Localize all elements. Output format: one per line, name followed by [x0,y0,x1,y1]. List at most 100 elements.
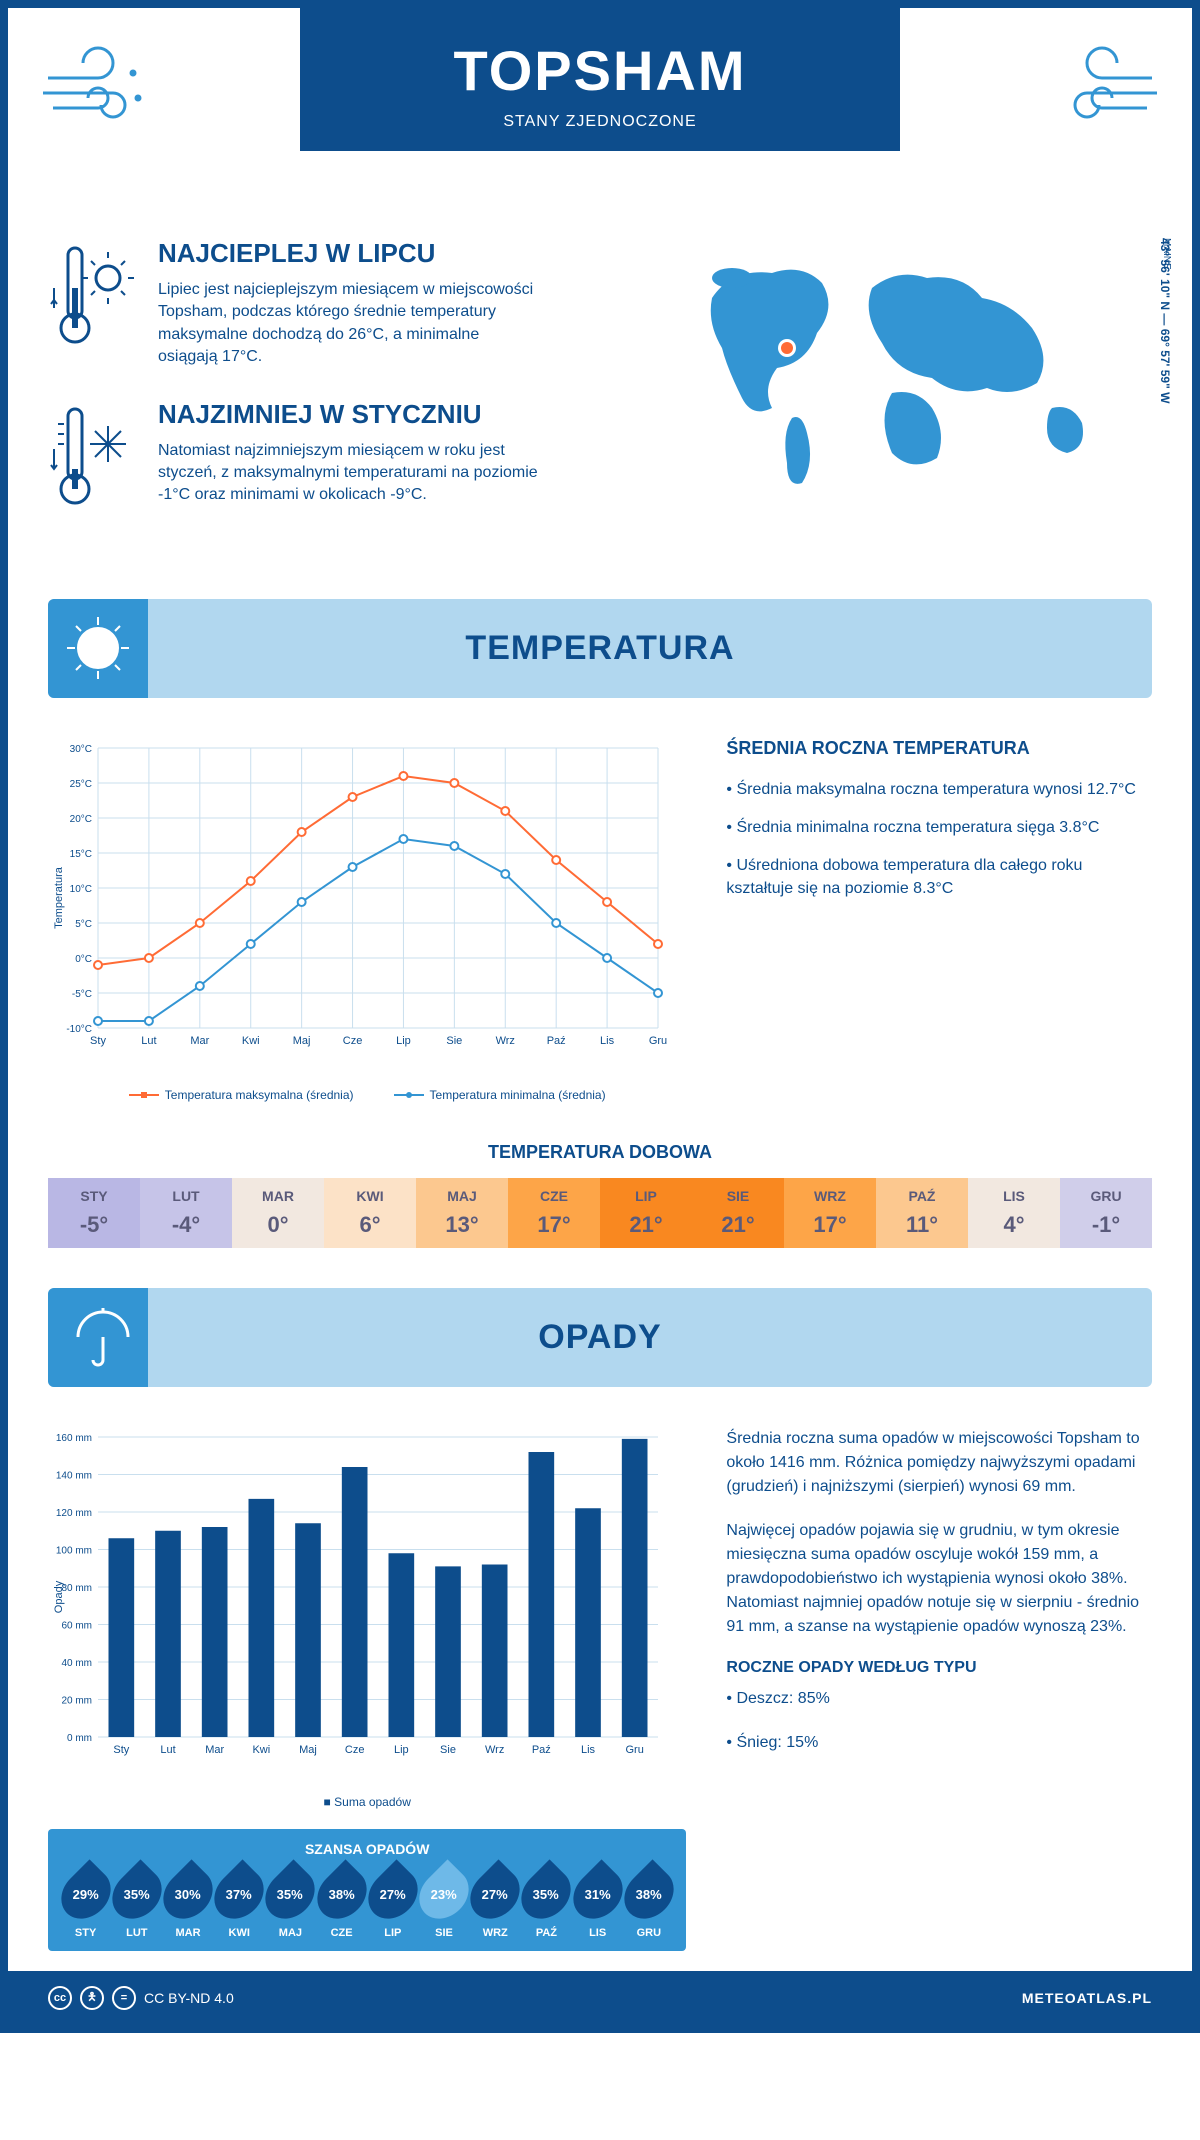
daily-temp-cell: STY-5° [48,1178,140,1248]
svg-text:Lip: Lip [396,1035,411,1047]
chance-drop: 35%PAŹ [521,1867,572,1939]
svg-text:20°C: 20°C [70,814,92,825]
chance-drop: 35%LUT [111,1867,162,1939]
umbrella-icon [48,1288,148,1387]
daily-temp-cell: PAŹ11° [876,1178,968,1248]
svg-text:Lis: Lis [600,1035,615,1047]
precipitation-header: OPADY [48,1288,1152,1387]
chance-title: SZANSA OPADÓW [60,1841,674,1857]
avg-temp-title: ŚREDNIA ROCZNA TEMPERATURA [726,738,1152,759]
svg-text:60 mm: 60 mm [61,1620,92,1631]
by-type-snow: • Śnieg: 15% [726,1731,1152,1755]
svg-text:Opady: Opady [53,1580,65,1613]
hot-block: NAJCIEPLEJ W LIPCU Lipiec jest najcieple… [48,238,632,369]
legend-min: Temperatura minimalna (średnia) [430,1088,606,1102]
svg-text:Sty: Sty [90,1035,106,1047]
avg-temp-p3: • Uśredniona dobowa temperatura dla całe… [726,855,1152,900]
cold-block: NAJZIMNIEJ W STYCZNIU Natomiast najzimni… [48,399,632,519]
svg-text:160 mm: 160 mm [56,1433,92,1444]
site-name: METEOATLAS.PL [1022,1990,1152,2006]
precip-p1: Średnia roczna suma opadów w miejscowośc… [726,1427,1152,1499]
svg-text:5°C: 5°C [75,919,92,930]
daily-temp-cell: WRZ17° [784,1178,876,1248]
temp-chart-legend: Temperatura maksymalna (średnia) Tempera… [48,1088,686,1102]
svg-text:Wrz: Wrz [485,1744,504,1756]
daily-temp-cell: LUT-4° [140,1178,232,1248]
svg-text:Lip: Lip [394,1744,409,1756]
svg-text:Paź: Paź [532,1744,551,1756]
precipitation-title: OPADY [48,1318,1152,1357]
page-title: TOPSHAM [300,38,900,103]
precip-p2: Najwięcej opadów pojawia się w grudniu, … [726,1519,1152,1639]
svg-text:-10°C: -10°C [66,1024,92,1035]
chance-drop: 29%STY [60,1867,111,1939]
svg-text:Sty: Sty [113,1744,129,1756]
daily-temp-cell: MAR0° [232,1178,324,1248]
chance-drop: 38%CZE [316,1867,367,1939]
temperature-title: TEMPERATURA [48,629,1152,668]
daily-temp-cell: SIE21° [692,1178,784,1248]
daily-temp-title: TEMPERATURA DOBOWA [48,1142,1152,1163]
footer: cc 🯅 = CC BY-ND 4.0 METEOATLAS.PL [8,1971,1192,2025]
svg-text:Lis: Lis [581,1744,596,1756]
svg-text:40 mm: 40 mm [61,1658,92,1669]
chance-drop: 23%SIE [418,1867,469,1939]
svg-text:0 mm: 0 mm [67,1733,92,1744]
precipitation-chance-box: SZANSA OPADÓW 29%STY35%LUT30%MAR37%KWI35… [48,1829,686,1951]
chance-drop: 30%MAR [162,1867,213,1939]
by-icon: 🯅 [80,1986,104,2010]
world-map: 43° 56' 10" N — 69° 57' 59" W MAINE [672,238,1152,549]
hot-title: NAJCIEPLEJ W LIPCU [158,238,538,269]
daily-temp-cell: LIP21° [600,1178,692,1248]
svg-text:15°C: 15°C [70,849,92,860]
legend-max: Temperatura maksymalna (średnia) [165,1088,354,1102]
svg-text:Sie: Sie [440,1744,456,1756]
bar-legend: ■ Suma opadów [48,1795,686,1809]
cold-title: NAJZIMNIEJ W STYCZNIU [158,399,538,430]
daily-temp-cell: GRU-1° [1060,1178,1152,1248]
svg-text:Kwi: Kwi [252,1744,270,1756]
svg-text:100 mm: 100 mm [56,1545,92,1556]
chance-drop: 31%LIS [572,1867,623,1939]
thermometer-cold-icon [48,399,138,519]
hot-text: Lipiec jest najcieplejszym miesiącem w m… [158,279,538,369]
wind-icon-left [38,38,168,138]
svg-text:Mar: Mar [205,1744,224,1756]
daily-temp-cell: LIS4° [968,1178,1060,1248]
daily-temp-cell: CZE17° [508,1178,600,1248]
license-text: CC BY-ND 4.0 [144,1990,234,2006]
precipitation-bar-chart: 0 mm 20 mm 40 mm 60 mm 80 mm 100 mm 120 mm 140 … [48,1427,686,1787]
header: TOPSHAM STANY ZJEDNOCZONE [8,8,1192,208]
thermometer-hot-icon [48,238,138,369]
temperature-line-chart: -10°C-5°C0°C5°C10°C15°C20°C25°C30°CStyLu… [48,738,686,1102]
svg-text:Maj: Maj [299,1744,317,1756]
title-banner: TOPSHAM STANY ZJEDNOCZONE [300,8,900,151]
chance-drop: 27%LIP [367,1867,418,1939]
svg-text:0°C: 0°C [75,954,92,965]
svg-text:Gru: Gru [625,1744,643,1756]
wind-icon-right [1032,38,1162,138]
cold-text: Natomiast najzimniejszym miesiącem w rok… [158,440,538,507]
svg-text:Lut: Lut [160,1744,175,1756]
daily-temp-cell: KWI6° [324,1178,416,1248]
by-type-rain: • Deszcz: 85% [726,1687,1152,1711]
chance-drop: 27%WRZ [470,1867,521,1939]
chance-drop: 35%MAJ [265,1867,316,1939]
chance-drop: 38%GRU [623,1867,674,1939]
svg-text:Lut: Lut [141,1035,156,1047]
svg-text:20 mm: 20 mm [61,1695,92,1706]
svg-text:120 mm: 120 mm [56,1508,92,1519]
svg-text:Mar: Mar [190,1035,209,1047]
svg-text:80 mm: 80 mm [61,1583,92,1594]
svg-text:Paź: Paź [547,1035,566,1047]
page-subtitle: STANY ZJEDNOCZONE [300,113,900,131]
daily-temp-cell: MAJ13° [416,1178,508,1248]
svg-text:Sie: Sie [446,1035,462,1047]
sun-icon [48,599,148,698]
svg-text:Cze: Cze [345,1744,365,1756]
svg-text:Wrz: Wrz [496,1035,515,1047]
state-label: MAINE [1161,238,1172,270]
cc-icon: cc [48,1986,72,2010]
svg-text:140 mm: 140 mm [56,1470,92,1481]
nd-icon: = [112,1986,136,2010]
